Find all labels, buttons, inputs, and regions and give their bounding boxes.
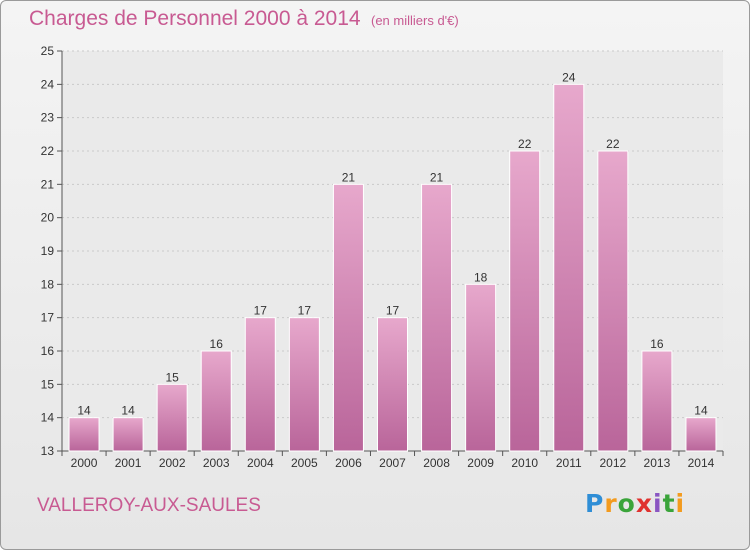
y-tick-label: 21: [41, 177, 55, 191]
x-tick-label-2010: 2010: [511, 456, 538, 470]
data-label-2012: 22: [606, 137, 620, 151]
commune-name: VALLEROY-AUX-SAULES: [37, 495, 261, 516]
bar-2003: [200, 350, 232, 452]
x-tick-label-2007: 2007: [379, 456, 406, 470]
data-label-2002: 15: [165, 370, 179, 384]
x-tick-label-2003: 2003: [203, 456, 230, 470]
x-tick-label-2001: 2001: [115, 456, 142, 470]
x-tick-label-2008: 2008: [423, 456, 450, 470]
x-tick-label-2012: 2012: [599, 456, 626, 470]
bar-2013: [641, 350, 673, 452]
y-tick-label: 18: [41, 277, 55, 291]
y-tick-label: 25: [41, 44, 55, 58]
bar-2000: [68, 417, 100, 452]
x-tick-label-2004: 2004: [247, 456, 274, 470]
bar-2009: [465, 283, 497, 452]
bar-2012: [597, 150, 629, 452]
data-label-2007: 17: [386, 304, 400, 318]
x-tick-label-2011: 2011: [556, 456, 582, 470]
proxiti-logo: Proxiti: [585, 489, 686, 518]
y-tick-label: 15: [41, 377, 55, 391]
bar-2007: [377, 317, 408, 452]
data-label-2000: 14: [77, 404, 91, 418]
y-tick-label: 19: [41, 244, 55, 258]
data-label-2011: 24: [562, 70, 576, 84]
bar-2002: [156, 383, 188, 452]
bar-2008: [421, 183, 453, 452]
data-label-2010: 22: [518, 137, 532, 151]
data-label-2001: 14: [121, 404, 135, 418]
x-tick-label-2006: 2006: [335, 456, 362, 470]
x-tick-label-2005: 2005: [291, 456, 318, 470]
chart-subtitle: (en milliers d'€): [371, 13, 459, 28]
bar-2001: [112, 417, 144, 452]
data-label-2005: 17: [298, 304, 312, 318]
x-tick-label-2009: 2009: [467, 456, 494, 470]
data-label-2004: 17: [254, 304, 268, 318]
data-label-2014: 14: [694, 404, 708, 418]
data-label-2008: 21: [430, 170, 444, 184]
y-tick-label: 17: [41, 311, 55, 325]
data-label-2006: 21: [342, 170, 356, 184]
x-tick-label-2002: 2002: [159, 456, 186, 470]
data-label-2003: 16: [210, 337, 224, 351]
y-tick-label: 22: [41, 144, 55, 158]
y-tick-label: 14: [41, 411, 55, 425]
y-tick-label: 20: [41, 211, 55, 225]
bar-2014: [685, 417, 717, 452]
x-tick-label-2014: 2014: [688, 456, 715, 470]
y-tick-label: 13: [41, 444, 55, 458]
chart-title: Charges de Personnel 2000 à 2014: [29, 7, 361, 30]
bar-2011: [553, 83, 585, 452]
data-label-2013: 16: [650, 337, 664, 351]
y-tick-label: 24: [41, 77, 55, 91]
data-label-2009: 18: [474, 270, 488, 284]
y-tick-label: 16: [41, 344, 55, 358]
bar-2006: [332, 183, 364, 452]
bar-2005: [288, 317, 320, 452]
bar-2010: [509, 150, 541, 452]
bar-2004: [244, 317, 276, 452]
x-tick-label-2000: 2000: [71, 456, 98, 470]
x-tick-label-2013: 2013: [644, 456, 671, 470]
y-tick-label: 23: [41, 111, 55, 125]
